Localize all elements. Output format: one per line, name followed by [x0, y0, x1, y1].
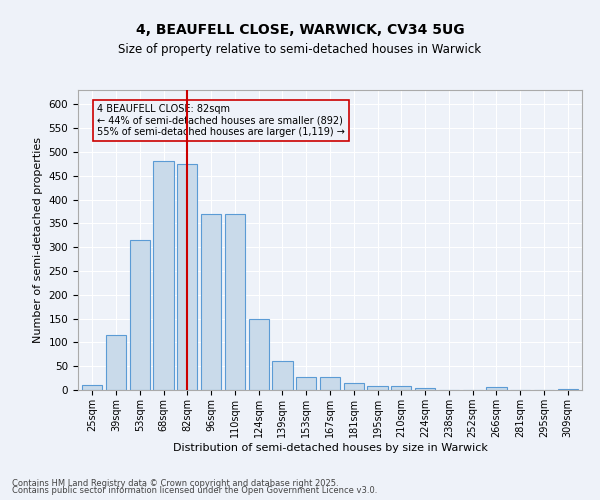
- Text: 4 BEAUFELL CLOSE: 82sqm
← 44% of semi-detached houses are smaller (892)
55% of s: 4 BEAUFELL CLOSE: 82sqm ← 44% of semi-de…: [97, 104, 345, 138]
- Bar: [177, 164, 197, 390]
- Bar: [106, 335, 126, 390]
- Text: 4, BEAUFELL CLOSE, WARWICK, CV34 5UG: 4, BEAUFELL CLOSE, WARWICK, CV34 5UG: [136, 22, 464, 36]
- Y-axis label: Number of semi-detached properties: Number of semi-detached properties: [33, 137, 43, 343]
- Bar: [130, 240, 150, 390]
- Bar: [272, 362, 293, 390]
- Bar: [296, 376, 316, 390]
- Bar: [320, 376, 340, 390]
- X-axis label: Distribution of semi-detached houses by size in Warwick: Distribution of semi-detached houses by …: [173, 442, 487, 452]
- Bar: [248, 318, 269, 390]
- Bar: [154, 162, 173, 390]
- Text: Contains HM Land Registry data © Crown copyright and database right 2025.: Contains HM Land Registry data © Crown c…: [12, 478, 338, 488]
- Bar: [367, 386, 388, 390]
- Bar: [487, 387, 506, 390]
- Text: Size of property relative to semi-detached houses in Warwick: Size of property relative to semi-detach…: [118, 42, 482, 56]
- Bar: [225, 214, 245, 390]
- Bar: [344, 383, 364, 390]
- Bar: [391, 386, 412, 390]
- Bar: [415, 388, 435, 390]
- Bar: [82, 385, 103, 390]
- Text: Contains public sector information licensed under the Open Government Licence v3: Contains public sector information licen…: [12, 486, 377, 495]
- Bar: [201, 214, 221, 390]
- Bar: [557, 388, 578, 390]
